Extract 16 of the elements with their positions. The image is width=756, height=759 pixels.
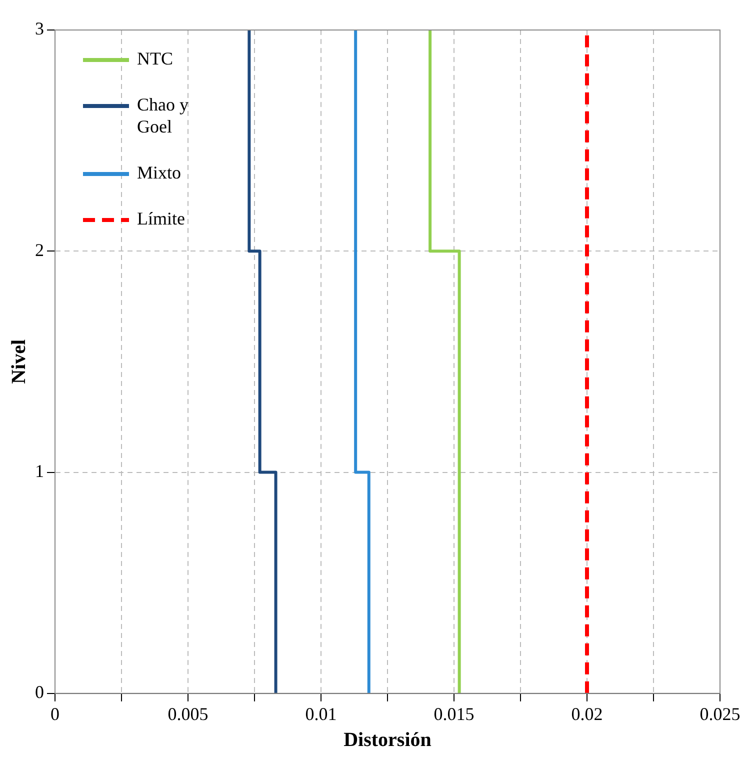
x-tick-label: 0	[50, 704, 60, 724]
legend-label: Chao y Goel	[137, 94, 188, 137]
legend-label: Mixto	[137, 162, 182, 183]
x-tick-label: 0.015	[434, 704, 474, 724]
y-tick-label: 1	[35, 461, 44, 481]
x-tick-label: 0.025	[700, 704, 740, 724]
x-axis-title: Distorsión	[344, 729, 432, 752]
legend-label: NTC	[137, 48, 173, 69]
y-tick-label: 2	[35, 240, 44, 260]
y-axis-title: Nivel	[8, 339, 30, 384]
x-tick-label: 0.005	[168, 704, 208, 724]
x-tick-label: 0.01	[305, 704, 337, 724]
y-tick-label: 3	[35, 18, 44, 39]
legend-label: Límite	[137, 208, 185, 229]
x-tick-label: 0.02	[571, 704, 603, 724]
y-tick-label: 0	[35, 682, 44, 702]
